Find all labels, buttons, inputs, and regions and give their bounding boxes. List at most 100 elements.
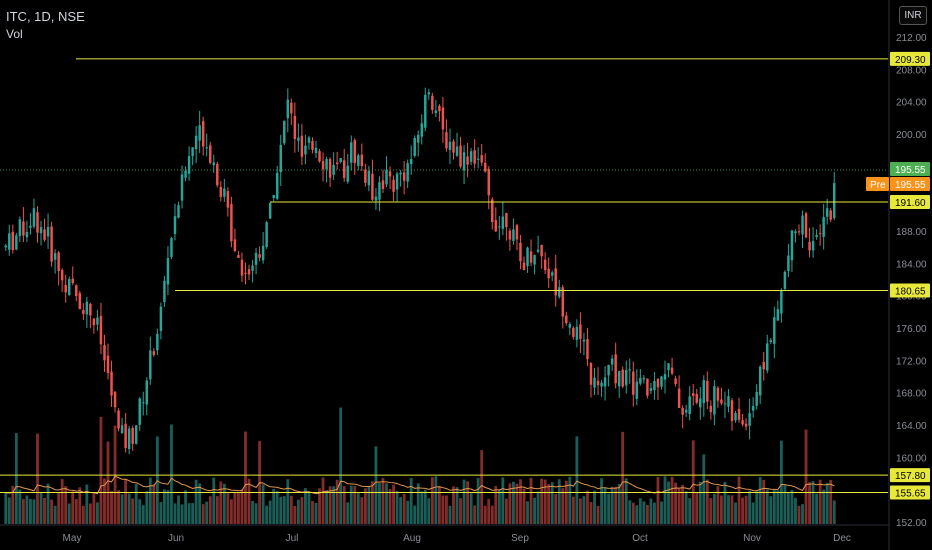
- candle-body: [297, 137, 300, 141]
- candle-body: [392, 179, 395, 192]
- candle-body: [723, 403, 727, 405]
- candle-body: [699, 398, 702, 408]
- candle-body: [18, 219, 22, 236]
- candle-body: [815, 235, 818, 237]
- candle-body: [438, 105, 441, 112]
- volume-bar: [335, 479, 339, 524]
- volume-bar: [314, 502, 318, 524]
- volume-bar: [822, 489, 826, 524]
- volume-bar: [321, 477, 325, 524]
- candle-body: [71, 278, 74, 284]
- volume-bar: [360, 497, 364, 524]
- y-tick-label: 172.00: [896, 356, 927, 367]
- volume-bar: [205, 501, 209, 524]
- currency-badge[interactable]: INR: [899, 6, 927, 25]
- volume-bar: [229, 499, 233, 524]
- volume-bar: [325, 490, 328, 524]
- candle-body: [110, 371, 113, 396]
- candle-body: [279, 144, 282, 173]
- volume-bar: [194, 479, 198, 524]
- candle-body: [191, 147, 194, 157]
- candle-body: [335, 162, 339, 164]
- volume-bar: [593, 490, 596, 524]
- candle-body: [621, 369, 624, 387]
- candle-body: [459, 145, 462, 167]
- candle-body: [318, 151, 321, 162]
- candle-body: [314, 147, 318, 154]
- volume-bar: [762, 479, 766, 524]
- candle-body: [385, 169, 388, 185]
- volume-bar: [688, 498, 692, 524]
- candle-body: [29, 225, 32, 228]
- candle-body: [92, 318, 96, 326]
- candle-body: [625, 370, 628, 386]
- candle-body: [441, 107, 445, 130]
- price-label-level: 209.30: [890, 51, 930, 66]
- candle-body: [462, 152, 466, 171]
- volume-bar: [254, 503, 258, 524]
- candle-body: [614, 354, 617, 384]
- candle-body: [656, 378, 660, 388]
- volume-bar: [670, 476, 674, 524]
- candle-body: [254, 252, 258, 265]
- volume-bar: [649, 498, 653, 524]
- candle-body: [22, 221, 25, 236]
- candle-body: [755, 391, 758, 406]
- symbol-title[interactable]: ITC, 1D, NSE: [6, 9, 85, 24]
- volume-bar: [642, 501, 646, 524]
- candle-body: [50, 226, 53, 262]
- volume-bar: [43, 497, 46, 524]
- candle-body: [561, 287, 565, 317]
- volume-bar: [39, 492, 43, 524]
- candle-body: [744, 423, 748, 427]
- candle-body: [494, 220, 498, 232]
- candle-body: [536, 249, 540, 252]
- candle-body: [529, 251, 533, 263]
- price-label-text: 209.30: [895, 55, 926, 66]
- volume-bar: [184, 490, 187, 524]
- volume-bar: [173, 503, 177, 524]
- candle-body: [565, 315, 568, 324]
- candle-body: [448, 141, 452, 151]
- volume-bar: [494, 485, 498, 524]
- volume-bar: [353, 485, 357, 524]
- volume-bar: [367, 486, 371, 524]
- volume-bar: [832, 500, 836, 524]
- volume-bar: [4, 492, 8, 524]
- y-tick-label: 168.00: [896, 389, 927, 400]
- candle-body: [628, 369, 631, 371]
- candle-body: [43, 229, 46, 240]
- volume-bar: [162, 489, 166, 524]
- candle-body: [674, 378, 677, 385]
- volume-bar: [57, 492, 61, 524]
- volume-indicator-label[interactable]: Vol: [6, 27, 23, 41]
- volume-bar: [25, 495, 29, 524]
- volume-bar: [289, 495, 293, 524]
- volume-bar: [60, 479, 64, 524]
- candle-body: [321, 161, 325, 170]
- volume-bar: [624, 478, 628, 524]
- volume-bar: [818, 479, 822, 524]
- volume-bar: [741, 497, 744, 524]
- candle-body: [547, 268, 550, 279]
- volume-bar: [296, 499, 300, 524]
- candle-body: [550, 272, 554, 276]
- volume-bar: [201, 504, 205, 524]
- volume-bar: [32, 499, 36, 524]
- volume-bar: [455, 487, 459, 524]
- volume-bar: [307, 492, 311, 524]
- price-label-box: [890, 177, 930, 192]
- volume-bar: [67, 503, 71, 524]
- volume-bar: [124, 478, 128, 524]
- candle-body: [677, 388, 681, 408]
- candle-body: [350, 142, 353, 163]
- candle-body: [727, 396, 730, 407]
- candle-body: [307, 137, 311, 143]
- candle-body: [131, 427, 134, 444]
- candle-body: [582, 339, 586, 342]
- candle-body: [825, 208, 829, 217]
- volume-bar: [293, 505, 297, 524]
- candle-body: [434, 110, 438, 114]
